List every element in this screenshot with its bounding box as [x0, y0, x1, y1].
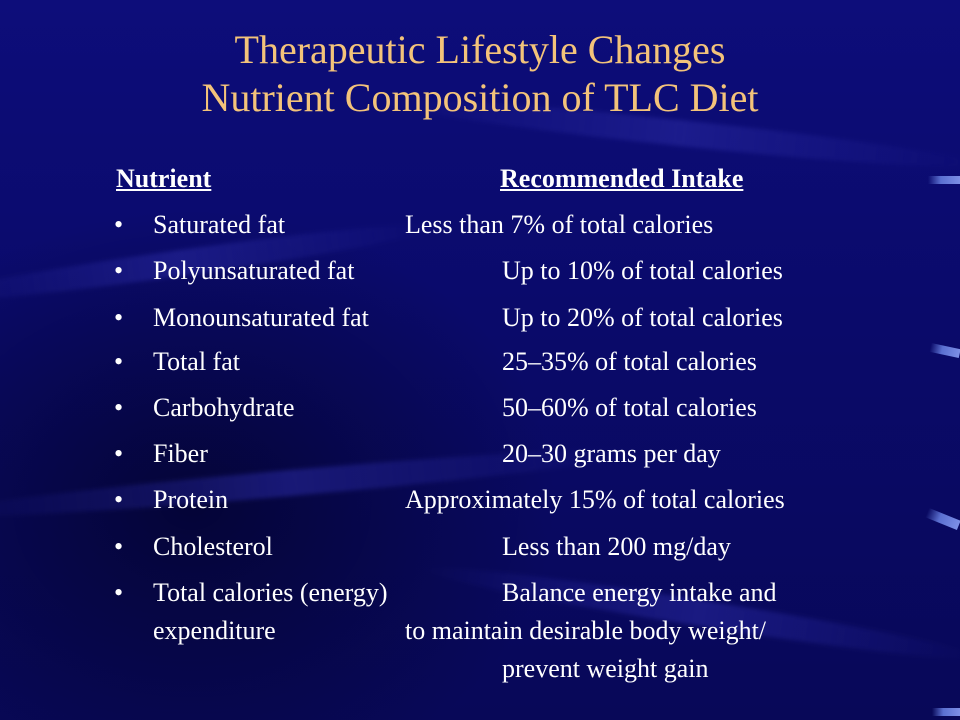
nutrient-name: Cholesterol	[153, 532, 273, 561]
nutrient-name: Polyunsaturated fat	[153, 256, 355, 285]
title-line-2: Nutrient Composition of TLC Diet	[201, 75, 759, 120]
list-item-continuation: expenditure to maintain desirable body w…	[0, 614, 960, 648]
list-item: • Total calories (energy) Balance energy…	[0, 576, 960, 610]
edge-accent-mark	[932, 708, 960, 716]
list-item-continuation: prevent weight gain	[0, 652, 960, 686]
recommended-intake: Approximately 15% of total calories	[405, 485, 785, 514]
nutrient-name: Saturated fat	[153, 210, 286, 239]
bullet: •	[114, 303, 124, 332]
slide-title: Therapeutic Lifestyle Changes Nutrient C…	[0, 26, 960, 122]
list-item: • Carbohydrate 50–60% of total calories	[0, 391, 960, 425]
recommended-intake: Up to 10% of total calories	[502, 256, 783, 285]
nutrient-name-continuation: expenditure	[153, 616, 276, 645]
nutrient-name: Monounsaturated fat	[153, 303, 369, 332]
nutrient-name: Total fat	[153, 347, 240, 376]
list-item: • Saturated fat Less than 7% of total ca…	[0, 208, 960, 242]
recommended-intake: Balance energy intake and	[502, 578, 777, 607]
bullet: •	[114, 393, 124, 422]
header-recommended-intake: Recommended Intake	[500, 164, 744, 193]
recommended-intake-continuation: to maintain desirable body weight/	[405, 616, 767, 645]
nutrient-name: Fiber	[153, 439, 208, 468]
recommended-intake: Less than 7% of total calories	[405, 210, 714, 239]
bullet: •	[114, 210, 124, 239]
recommended-intake: 20–30 grams per day	[502, 439, 721, 468]
bullet: •	[114, 532, 124, 561]
bullet: •	[114, 578, 124, 607]
title-line-1: Therapeutic Lifestyle Changes	[234, 27, 726, 72]
bullet: •	[114, 256, 124, 285]
recommended-intake: Up to 20% of total calories	[502, 303, 783, 332]
nutrient-name: Total calories (energy)	[153, 578, 388, 607]
recommended-intake: 25–35% of total calories	[502, 347, 757, 376]
edge-accent-mark	[928, 176, 960, 184]
header-nutrient: Nutrient	[116, 164, 212, 193]
list-item: • Polyunsaturated fat Up to 10% of total…	[0, 254, 960, 288]
list-item: • Total fat 25–35% of total calories	[0, 345, 960, 379]
list-item: • Fiber 20–30 grams per day	[0, 437, 960, 471]
nutrient-name: Carbohydrate	[153, 393, 295, 422]
table-header: Nutrient Recommended Intake	[0, 164, 960, 196]
bullet: •	[114, 485, 124, 514]
bullet: •	[114, 439, 124, 468]
list-item: • Cholesterol Less than 200 mg/day	[0, 530, 960, 564]
list-item: • Monounsaturated fat Up to 20% of total…	[0, 301, 960, 335]
list-item: • Protein Approximately 15% of total cal…	[0, 483, 960, 517]
bullet: •	[114, 347, 124, 376]
recommended-intake: Less than 200 mg/day	[502, 532, 731, 561]
recommended-intake: 50–60% of total calories	[502, 393, 757, 422]
nutrient-name: Protein	[153, 485, 229, 514]
recommended-intake-continuation: prevent weight gain	[502, 654, 709, 683]
